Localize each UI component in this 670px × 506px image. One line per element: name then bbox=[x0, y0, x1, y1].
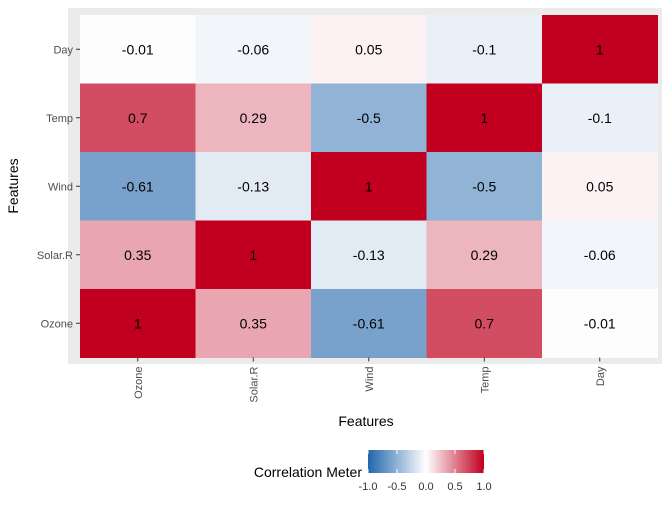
cell-value-label: -0.06 bbox=[584, 247, 616, 263]
heatmap-cell bbox=[80, 15, 196, 84]
cell-value-label: -0.13 bbox=[237, 178, 269, 194]
cell-value-label: 0.29 bbox=[471, 247, 498, 263]
heatmap-cell bbox=[311, 220, 427, 290]
cell-value-label: 0.35 bbox=[240, 315, 267, 331]
heatmap-cell bbox=[195, 289, 312, 358]
cell-value-label: 0.7 bbox=[128, 110, 148, 126]
legend-tick-label: 0.5 bbox=[447, 481, 462, 493]
cell-value-label: 0.35 bbox=[124, 247, 151, 263]
x-tick-label: Temp bbox=[479, 367, 491, 394]
y-axis-ticks: Day Temp Wind Solar.R Ozone bbox=[37, 44, 80, 330]
heatmap-cells bbox=[80, 15, 658, 358]
cell-value-label: 1 bbox=[365, 178, 373, 194]
cell-value-label: -0.1 bbox=[588, 110, 612, 126]
heatmap-cell bbox=[311, 83, 427, 153]
x-tick-label: Wind bbox=[364, 367, 376, 392]
heatmap-cell bbox=[426, 220, 543, 290]
cell-value-label: 0.05 bbox=[586, 178, 613, 194]
heatmap-cell bbox=[195, 83, 312, 153]
heatmap-cell-labels: -0.01 -0.06 0.05 -0.1 1 0.7 0.29 -0.5 1 -0.1 -0.61… bbox=[122, 41, 616, 331]
heatmap-cell bbox=[80, 220, 196, 290]
cell-value-label: -0.61 bbox=[353, 315, 385, 331]
y-tick-label: Solar.R bbox=[37, 250, 73, 262]
heatmap-cell bbox=[195, 220, 312, 290]
legend-tick-label: 0.0 bbox=[418, 481, 433, 493]
heatmap-cell bbox=[195, 152, 312, 221]
legend: Correlation Meter -1.0 -0.5 0.0 0.5 1.0 bbox=[254, 450, 492, 493]
heatmap-cell bbox=[311, 15, 427, 84]
heatmap-cell bbox=[542, 152, 658, 221]
cell-value-label: 0.05 bbox=[355, 41, 382, 57]
cell-value-label: -0.06 bbox=[237, 41, 269, 57]
y-tick-label: Ozone bbox=[41, 318, 73, 330]
heatmap-cell bbox=[542, 289, 658, 358]
cell-value-label: 1 bbox=[596, 41, 604, 57]
cell-value-label: 1 bbox=[249, 247, 257, 263]
cell-value-label: -0.5 bbox=[357, 110, 381, 126]
y-tick-label: Day bbox=[53, 44, 73, 56]
cell-value-label: -0.1 bbox=[472, 41, 496, 57]
heatmap-cell bbox=[80, 289, 196, 358]
x-tick-label: Ozone bbox=[133, 367, 145, 399]
heatmap-cell bbox=[311, 289, 427, 358]
heatmap-cell bbox=[542, 15, 658, 84]
cell-value-label: -0.13 bbox=[353, 247, 385, 263]
heatmap-cell bbox=[542, 83, 658, 153]
y-tick-label: Wind bbox=[48, 181, 73, 193]
heatmap-cell bbox=[80, 83, 196, 153]
cell-value-label: 0.29 bbox=[240, 110, 267, 126]
x-axis-ticks: Ozone Solar.R Wind Temp Day bbox=[133, 357, 607, 403]
cell-value-label: -0.5 bbox=[472, 178, 496, 194]
heatmap-cell bbox=[311, 152, 427, 221]
heatmap-cell bbox=[542, 220, 658, 290]
heatmap-cell bbox=[195, 15, 312, 84]
legend-tick-label: 1.0 bbox=[476, 481, 491, 493]
legend-tick-label: -0.5 bbox=[388, 481, 407, 493]
x-axis-title: Features bbox=[338, 413, 393, 429]
cell-value-label: 1 bbox=[480, 110, 488, 126]
y-tick-label: Temp bbox=[46, 113, 73, 125]
legend-tick-label: -1.0 bbox=[359, 481, 378, 493]
legend-title: Correlation Meter bbox=[254, 464, 362, 480]
cell-value-label: 1 bbox=[134, 315, 142, 331]
legend-ticks: -1.0 -0.5 0.0 0.5 1.0 bbox=[359, 450, 492, 493]
cell-value-label: -0.01 bbox=[122, 41, 154, 57]
x-tick-label: Solar.R bbox=[248, 366, 260, 402]
x-tick-label: Day bbox=[595, 366, 607, 386]
heatmap-cell bbox=[80, 152, 196, 221]
cell-value-label: -0.01 bbox=[584, 315, 616, 331]
heatmap-cell bbox=[426, 152, 543, 221]
cell-value-label: -0.61 bbox=[122, 178, 154, 194]
heatmap-cell bbox=[426, 83, 543, 153]
heatmap-cell bbox=[426, 289, 543, 358]
legend-colorbar bbox=[368, 450, 484, 473]
heatmap-cell bbox=[426, 15, 543, 84]
y-axis-title: Features bbox=[5, 158, 21, 213]
cell-value-label: 0.7 bbox=[475, 315, 495, 331]
